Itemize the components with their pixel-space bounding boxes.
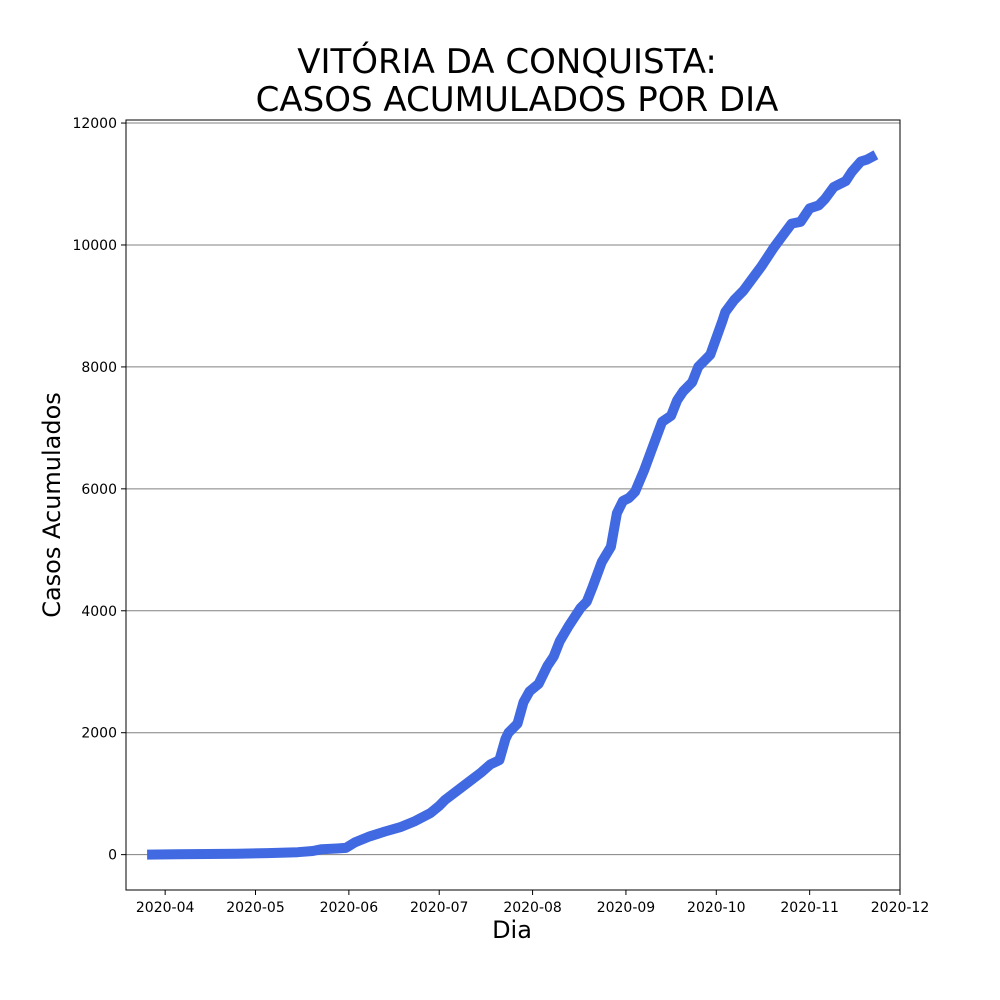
x-tick-label: 2020-12 — [871, 900, 930, 916]
chart-title-line-2: CASOS ACUMULADOS POR DIA — [256, 80, 779, 120]
y-tick-label: 10000 — [72, 238, 117, 254]
y-tick-label: 0 — [108, 848, 117, 864]
x-axis: 2020-04 2020-05 2020-06 2020-07 2020-08 2020-… — [136, 890, 929, 916]
series-layer — [147, 150, 879, 860]
chart-title-line-1: VITÓRIA DA CONQUISTA: — [297, 41, 717, 82]
x-tick-label: 2020-07 — [410, 900, 469, 916]
x-tick-label: 2020-11 — [780, 900, 839, 916]
y-tick-label: 8000 — [81, 360, 117, 376]
x-tick-label: 2020-04 — [136, 900, 195, 916]
y-tick-label: 12000 — [72, 116, 117, 132]
x-tick-label: 2020-08 — [503, 900, 562, 916]
x-tick-label: 2020-10 — [687, 900, 746, 916]
x-tick-label: 2020-05 — [226, 900, 285, 916]
y-tick-label: 6000 — [81, 482, 117, 498]
x-axis-label: Dia — [492, 916, 532, 944]
y-tick-label: 2000 — [81, 726, 117, 742]
series-line — [147, 150, 879, 860]
x-tick-label: 2020-06 — [320, 900, 379, 916]
y-axis-label: Casos Acumulados — [38, 392, 66, 618]
x-tick-label: 2020-09 — [597, 900, 656, 916]
y-axis: 0 2000 4000 6000 8000 10000 12000 — [72, 116, 126, 864]
y-tick-label: 4000 — [81, 604, 117, 620]
plot-area-frame — [125, 119, 901, 891]
